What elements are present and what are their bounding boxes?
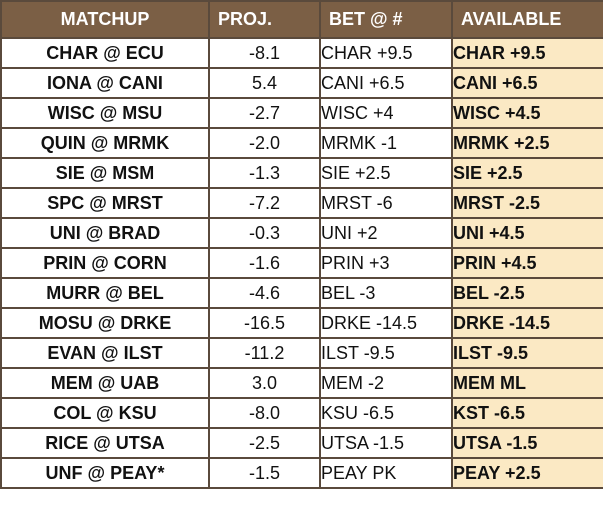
projection-cell: -16.5 <box>208 307 321 339</box>
header-row: MATCHUP PROJ. BET @ # AVAILABLE <box>0 0 603 39</box>
bet-cell: SIE +2.5 <box>319 157 453 189</box>
available-cell: MRST -2.5 <box>451 187 603 219</box>
bet-cell: CANI +6.5 <box>319 67 453 99</box>
header-proj: PROJ. <box>208 0 321 39</box>
bet-cell: KSU -6.5 <box>319 397 453 429</box>
matchup-cell: QUIN @ MRMK <box>0 127 210 159</box>
projection-cell: -1.5 <box>208 457 321 489</box>
bet-cell: DRKE -14.5 <box>319 307 453 339</box>
bet-cell: UNI +2 <box>319 217 453 249</box>
available-cell: MRMK +2.5 <box>451 127 603 159</box>
table-row: IONA @ CANI 5.4 CANI +6.5 CANI +6.5 <box>0 67 603 99</box>
bet-cell: MEM -2 <box>319 367 453 399</box>
projection-cell: -2.7 <box>208 97 321 129</box>
matchup-cell: UNI @ BRAD <box>0 217 210 249</box>
table-row: UNF @ PEAY* -1.5 PEAY PK PEAY +2.5 <box>0 457 603 489</box>
bet-cell: PEAY PK <box>319 457 453 489</box>
available-cell: BEL -2.5 <box>451 277 603 309</box>
projection-cell: 3.0 <box>208 367 321 399</box>
bet-cell: PRIN +3 <box>319 247 453 279</box>
available-cell: PEAY +2.5 <box>451 457 603 489</box>
available-cell: DRKE -14.5 <box>451 307 603 339</box>
bet-cell: CHAR +9.5 <box>319 37 453 69</box>
projection-cell: -1.3 <box>208 157 321 189</box>
projection-cell: -0.3 <box>208 217 321 249</box>
available-cell: KST -6.5 <box>451 397 603 429</box>
bet-cell: BEL -3 <box>319 277 453 309</box>
matchup-cell: IONA @ CANI <box>0 67 210 99</box>
matchup-cell: MURR @ BEL <box>0 277 210 309</box>
matchup-cell: CHAR @ ECU <box>0 37 210 69</box>
available-cell: UNI +4.5 <box>451 217 603 249</box>
table-row: MURR @ BEL -4.6 BEL -3 BEL -2.5 <box>0 277 603 309</box>
bet-cell: UTSA -1.5 <box>319 427 453 459</box>
table-row: CHAR @ ECU -8.1 CHAR +9.5 CHAR +9.5 <box>0 37 603 69</box>
table-row: WISC @ MSU -2.7 WISC +4 WISC +4.5 <box>0 97 603 129</box>
available-cell: CANI +6.5 <box>451 67 603 99</box>
projection-cell: -11.2 <box>208 337 321 369</box>
table-row: UNI @ BRAD -0.3 UNI +2 UNI +4.5 <box>0 217 603 249</box>
table-row: SIE @ MSM -1.3 SIE +2.5 SIE +2.5 <box>0 157 603 189</box>
projection-cell: -8.0 <box>208 397 321 429</box>
bet-cell: MRMK -1 <box>319 127 453 159</box>
matchup-cell: UNF @ PEAY* <box>0 457 210 489</box>
table-row: QUIN @ MRMK -2.0 MRMK -1 MRMK +2.5 <box>0 127 603 159</box>
bet-cell: ILST -9.5 <box>319 337 453 369</box>
available-cell: ILST -9.5 <box>451 337 603 369</box>
matchup-cell: WISC @ MSU <box>0 97 210 129</box>
header-bet: BET @ # <box>319 0 453 39</box>
table-row: MEM @ UAB 3.0 MEM -2 MEM ML <box>0 367 603 399</box>
table-body: CHAR @ ECU -8.1 CHAR +9.5 CHAR +9.5 IONA @ C… <box>0 37 603 489</box>
betting-picks-table: MATCHUP PROJ. BET @ # AVAILABLE CHAR @ E… <box>0 0 603 489</box>
table-row: RICE @ UTSA -2.5 UTSA -1.5 UTSA -1.5 <box>0 427 603 459</box>
available-cell: SIE +2.5 <box>451 157 603 189</box>
available-cell: CHAR +9.5 <box>451 37 603 69</box>
table-header: MATCHUP PROJ. BET @ # AVAILABLE <box>0 0 603 39</box>
table-row: SPC @ MRST -7.2 MRST -6 MRST -2.5 <box>0 187 603 219</box>
table-row: COL @ KSU -8.0 KSU -6.5 KST -6.5 <box>0 397 603 429</box>
matchup-cell: RICE @ UTSA <box>0 427 210 459</box>
header-matchup: MATCHUP <box>0 0 210 39</box>
matchup-cell: COL @ KSU <box>0 397 210 429</box>
available-cell: MEM ML <box>451 367 603 399</box>
matchup-cell: MEM @ UAB <box>0 367 210 399</box>
bet-cell: MRST -6 <box>319 187 453 219</box>
table-row: PRIN @ CORN -1.6 PRIN +3 PRIN +4.5 <box>0 247 603 279</box>
available-cell: WISC +4.5 <box>451 97 603 129</box>
matchup-cell: SIE @ MSM <box>0 157 210 189</box>
projection-cell: 5.4 <box>208 67 321 99</box>
bet-cell: WISC +4 <box>319 97 453 129</box>
projection-cell: -1.6 <box>208 247 321 279</box>
projection-cell: -4.6 <box>208 277 321 309</box>
matchup-cell: PRIN @ CORN <box>0 247 210 279</box>
projection-cell: -7.2 <box>208 187 321 219</box>
available-cell: UTSA -1.5 <box>451 427 603 459</box>
projection-cell: -2.5 <box>208 427 321 459</box>
table-row: MOSU @ DRKE -16.5 DRKE -14.5 DRKE -14.5 <box>0 307 603 339</box>
table-row: EVAN @ ILST -11.2 ILST -9.5 ILST -9.5 <box>0 337 603 369</box>
matchup-cell: SPC @ MRST <box>0 187 210 219</box>
matchup-cell: EVAN @ ILST <box>0 337 210 369</box>
header-available: AVAILABLE <box>451 0 603 39</box>
matchup-cell: MOSU @ DRKE <box>0 307 210 339</box>
projection-cell: -2.0 <box>208 127 321 159</box>
projection-cell: -8.1 <box>208 37 321 69</box>
available-cell: PRIN +4.5 <box>451 247 603 279</box>
